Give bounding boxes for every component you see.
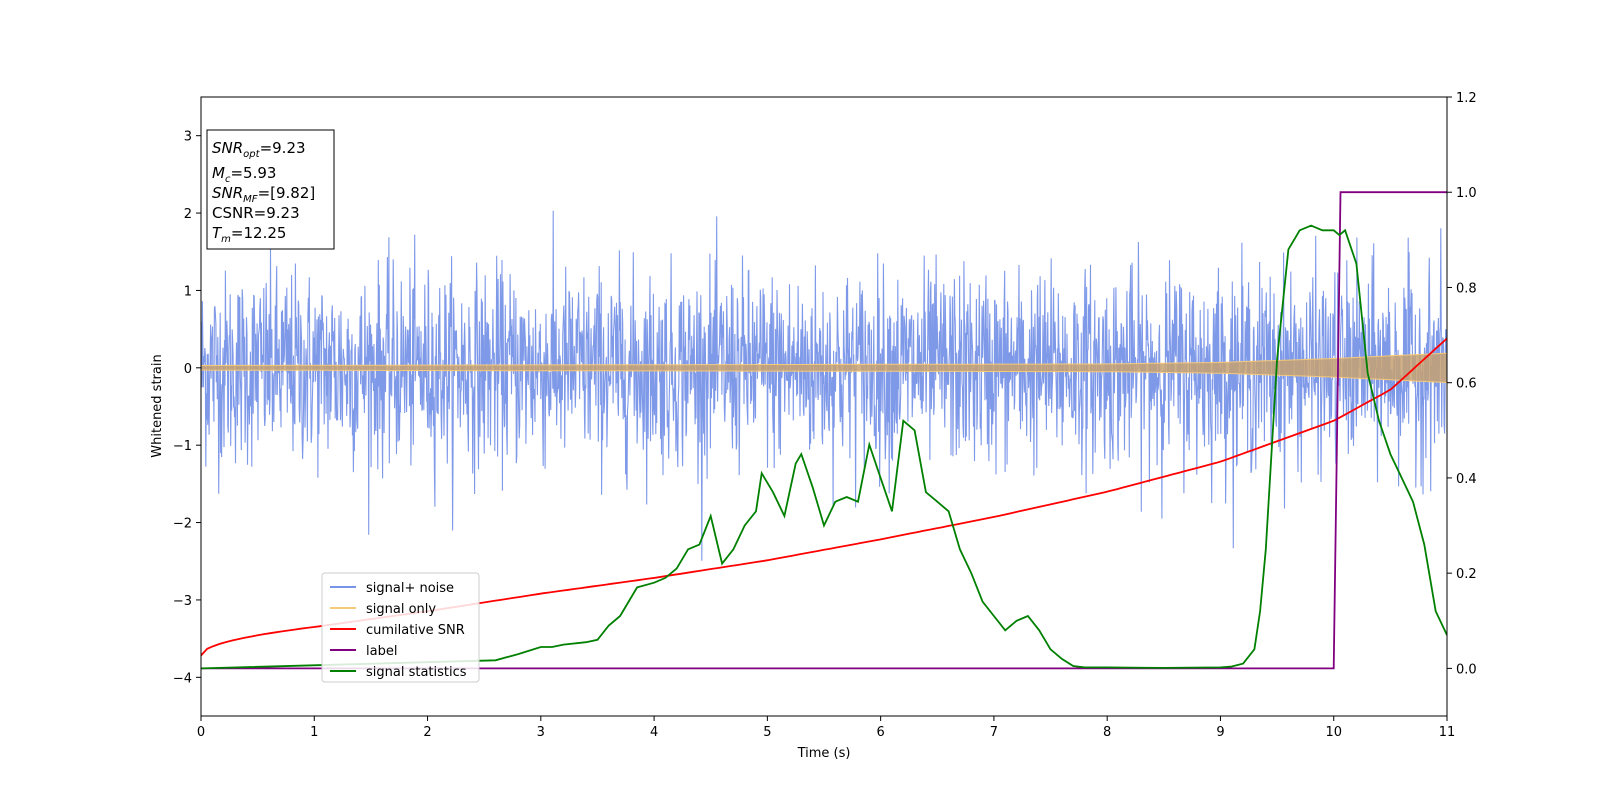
y2-tick-label: 0.0: [1456, 662, 1477, 677]
x-tick-label: 8: [1103, 725, 1111, 740]
legend-frame: [321, 572, 480, 683]
x-tick-label: 0: [197, 725, 205, 740]
legend-label: signal statistics: [366, 665, 467, 680]
x-tick-label: 2: [423, 725, 431, 740]
legend-label: signal+ noise: [366, 581, 454, 596]
x-tick-label: 3: [537, 725, 545, 740]
annotation-line: SNRopt=9.23: [212, 139, 306, 160]
y-tick-label: −2: [173, 517, 192, 532]
x-tick-label: 9: [1216, 725, 1224, 740]
x-tick-label: 7: [990, 725, 998, 740]
annotation-line: Mc=5.93: [212, 164, 276, 185]
y-tick-label: −4: [173, 671, 192, 686]
x-tick-label: 11: [1439, 725, 1456, 740]
y-axis-label: Whitened strain: [150, 354, 165, 457]
series-signal-noise: [201, 210, 1447, 561]
y2-tick-label: 0.4: [1456, 472, 1477, 487]
y2-tick-label: 0.8: [1456, 281, 1477, 296]
plot-frame: [200, 96, 1448, 717]
x-tick-label: 5: [763, 725, 771, 740]
legend-label: label: [366, 644, 397, 659]
y2-tick-label: 1.0: [1456, 186, 1477, 201]
series-signal-statistics: [201, 224, 1447, 670]
y2-tick-label: 0.6: [1456, 377, 1477, 392]
legend-label: cumilative SNR: [366, 623, 465, 638]
y-tick-label: −3: [173, 594, 192, 609]
y-tick-label: 0: [184, 362, 192, 377]
y-tick-label: 2: [184, 207, 192, 222]
legend-label: signal only: [366, 602, 436, 617]
y-tick-label: 1: [184, 284, 192, 299]
x-tick-label: 4: [650, 725, 658, 740]
series-signal-only: [201, 352, 1447, 384]
x-tick-label: 10: [1325, 725, 1342, 740]
annotation-frame: [206, 129, 335, 250]
annotation-line: CSNR=9.23: [212, 204, 300, 222]
x-tick-label: 1: [310, 725, 318, 740]
annotation-line: SNRMF=[9.82]: [212, 184, 315, 205]
legend: signal+ noise signal only cumilative SNR la…: [321, 572, 480, 683]
annotation-line: Tm=12.25: [212, 224, 286, 245]
y-tick-label: −1: [173, 439, 192, 454]
y2-tick-label: 0.2: [1456, 567, 1477, 582]
y-tick-label: 3: [184, 130, 192, 145]
y2-tick-label: 1.2: [1456, 91, 1477, 106]
x-axis-label: Time (s): [797, 746, 851, 761]
x-tick-label: 6: [876, 725, 884, 740]
series-label: [201, 191, 1447, 670]
